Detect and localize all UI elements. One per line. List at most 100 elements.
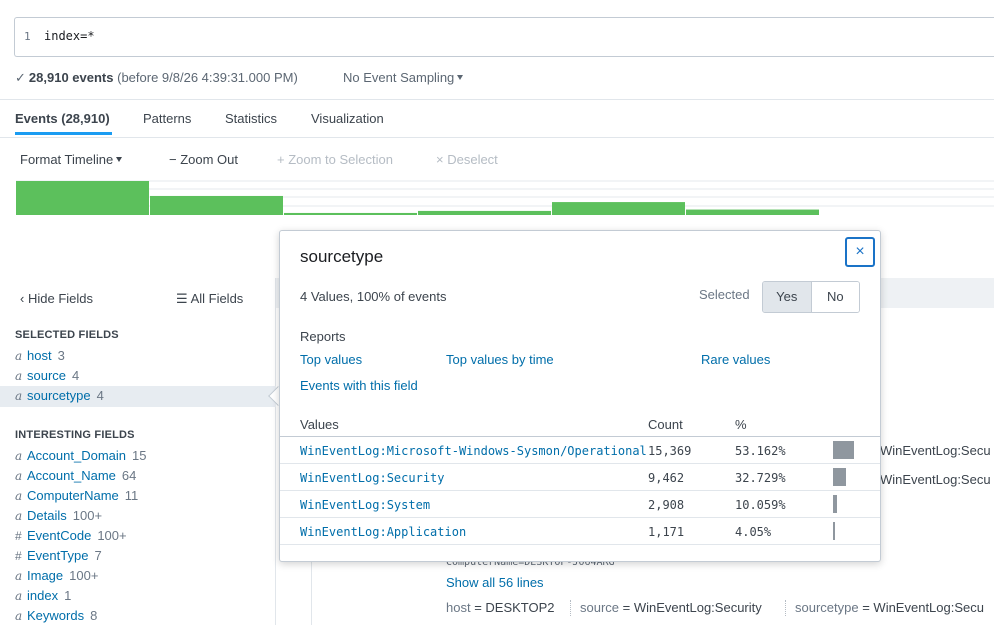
percent-column-header: % (735, 417, 747, 432)
close-icon: × (855, 243, 865, 260)
tab-patterns[interactable]: Patterns (143, 111, 192, 126)
value-link[interactable]: WinEventLog:Application (300, 525, 467, 539)
timeline-bar[interactable] (552, 202, 685, 215)
field-name: Account_Domain (27, 448, 126, 463)
meta-value: WinEventLog:Security (633, 600, 762, 615)
value-link[interactable]: WinEventLog:System (300, 498, 431, 512)
field-count: 1 (64, 588, 72, 603)
timeline-bar[interactable] (284, 212, 417, 215)
event-count: 28,910 events (28, 70, 114, 85)
field-name: Details (27, 508, 67, 523)
string-type-icon: a (15, 589, 23, 603)
popover-title: sourcetype (300, 247, 384, 266)
timeline-bar[interactable] (686, 209, 819, 215)
string-type-icon: a (15, 389, 23, 403)
field-count: 3 (57, 348, 65, 363)
zoom-out-button[interactable]: − Zoom Out (169, 152, 238, 167)
selected-toggle: Yes No (762, 281, 860, 313)
event-sourcetype-value[interactable]: WinEventLog:Secu (880, 472, 991, 487)
string-type-icon: a (15, 609, 23, 623)
value-row[interactable]: WinEventLog:System 2,908 10.059% (280, 491, 880, 518)
event-sampling-dropdown[interactable]: No Event Sampling (343, 70, 464, 85)
timeline-bar[interactable] (418, 210, 551, 215)
show-all-lines-link[interactable]: Show all 56 lines (446, 575, 544, 590)
all-fields-button[interactable]: ☰ All Fields (176, 291, 243, 307)
field-name: sourcetype (27, 388, 91, 403)
check-icon: ✓ (15, 70, 26, 85)
field-account-name[interactable]: a Account_Name 64 (15, 466, 136, 486)
top-values-by-time-link[interactable]: Top values by time (446, 352, 554, 367)
value-count: 1,171 (648, 525, 685, 539)
event-meta-sourcetype[interactable]: sourcetype = WinEventLog:Secu (795, 600, 984, 615)
format-timeline-button[interactable]: Format Timeline (20, 152, 123, 167)
value-row[interactable]: WinEventLog:Microsoft-Windows-Sysmon/Ope… (280, 437, 880, 464)
field-name: EventCode (27, 528, 92, 543)
selected-yes-button[interactable]: Yes (763, 282, 812, 312)
events-with-field-link[interactable]: Events with this field (300, 378, 418, 393)
close-button[interactable]: × (845, 237, 875, 267)
value-row[interactable]: WinEventLog:Application 1,171 4.05% (280, 518, 880, 545)
top-values-link[interactable]: Top values (300, 352, 363, 367)
field-source[interactable]: a source 4 (15, 366, 79, 386)
meta-key: source (580, 600, 620, 615)
selected-no-button[interactable]: No (811, 282, 859, 312)
rare-values-link[interactable]: Rare values (701, 352, 771, 367)
field-computername[interactable]: a ComputerName 11 (15, 486, 138, 506)
x-icon: × (436, 152, 444, 167)
value-percent: 32.729% (735, 471, 786, 485)
field-name: source (27, 368, 67, 383)
tab-visualization[interactable]: Visualization (311, 111, 384, 126)
string-type-icon: a (15, 509, 23, 523)
field-index[interactable]: a index 1 (15, 586, 71, 606)
event-sampling-label: No Event Sampling (343, 70, 455, 85)
meta-value: WinEventLog:Secu (873, 600, 984, 615)
timeline-bar[interactable] (150, 195, 283, 215)
field-details[interactable]: a Details 100+ (15, 506, 102, 526)
selected-fields-title: SELECTED FIELDS (15, 329, 119, 341)
field-host[interactable]: a host 3 (15, 346, 65, 366)
percent-bar (833, 495, 837, 513)
minus-icon: − (169, 152, 177, 167)
field-keywords[interactable]: a Keywords 8 (15, 606, 97, 625)
line-number: 1 (24, 30, 31, 43)
event-meta-host[interactable]: host = DESKTOP2 (446, 600, 555, 615)
event-sourcetype-value[interactable]: WinEventLog:Secu (880, 443, 991, 458)
field-name: EventType (27, 548, 89, 563)
divider (0, 137, 994, 138)
event-meta-source[interactable]: source = WinEventLog:Security (580, 600, 762, 615)
timeline-chart[interactable] (0, 175, 994, 225)
count-column-header: Count (648, 417, 683, 432)
zoom-to-selection-button[interactable]: + Zoom to Selection (277, 152, 393, 167)
field-count: 100+ (72, 508, 103, 523)
zoom-to-selection-label: Zoom to Selection (288, 152, 393, 167)
meta-key: sourcetype (795, 600, 859, 615)
event-time-range: (before 9/8/26 4:39:31.000 PM) (117, 70, 298, 85)
tab-events[interactable]: Events (28,910) (15, 111, 110, 126)
format-timeline-label: Format Timeline (20, 152, 114, 167)
field-count: 64 (121, 468, 137, 483)
field-sourcetype[interactable]: a sourcetype 4 (15, 386, 104, 406)
timeline-bar[interactable] (16, 181, 149, 215)
field-image[interactable]: a Image 100+ (15, 566, 98, 586)
divider (570, 600, 571, 616)
active-field-highlight (0, 386, 276, 407)
string-type-icon: a (15, 369, 23, 383)
field-eventcode[interactable]: # EventCode 100+ (15, 526, 127, 546)
deselect-label: Deselect (447, 152, 498, 167)
deselect-button[interactable]: × Deselect (436, 152, 498, 167)
plus-icon: + (277, 152, 285, 167)
value-row[interactable]: WinEventLog:Security 9,462 32.729% (280, 464, 880, 491)
field-name: Account_Name (27, 468, 116, 483)
zoom-out-label: Zoom Out (180, 152, 239, 167)
field-account-domain[interactable]: a Account_Domain 15 (15, 446, 146, 466)
field-count: 7 (94, 548, 102, 563)
hide-fields-button[interactable]: ‹ Hide Fields (20, 291, 93, 306)
search-bar[interactable]: 1 index=* (14, 17, 994, 57)
value-link[interactable]: WinEventLog:Security (300, 471, 445, 485)
timeline-bars[interactable] (16, 181, 819, 215)
value-link[interactable]: WinEventLog:Microsoft-Windows-Sysmon/Ope… (300, 444, 647, 458)
search-query[interactable]: index=* (44, 29, 95, 43)
field-eventtype[interactable]: # EventType 7 (15, 546, 102, 566)
tab-statistics[interactable]: Statistics (225, 111, 278, 126)
hide-fields-label: Hide Fields (27, 291, 93, 306)
